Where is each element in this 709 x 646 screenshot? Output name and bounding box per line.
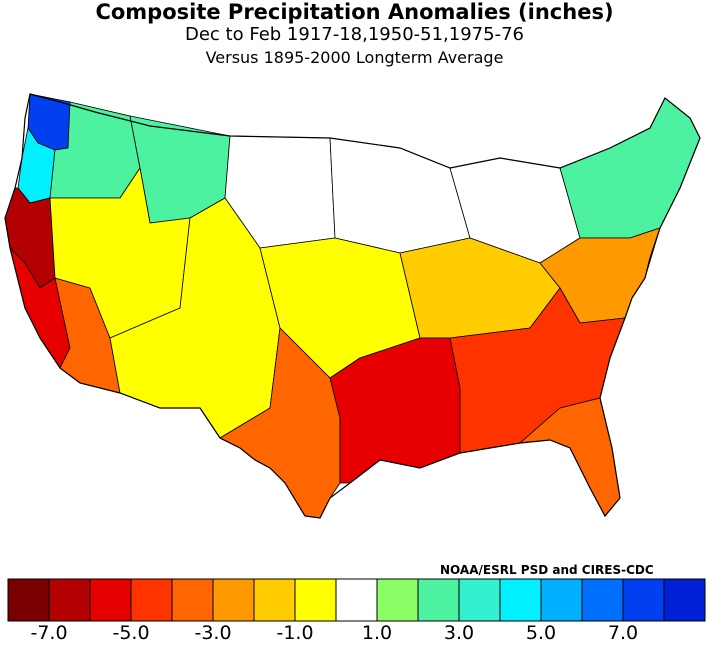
map-title: Composite Precipitation Anomalies (inche…	[95, 0, 614, 24]
color-scale-box	[130, 578, 173, 622]
color-scale-box	[253, 578, 296, 622]
color-scale-box	[212, 578, 255, 622]
color-scale-tick-label: -5.0	[112, 622, 150, 644]
map-subtitle: Dec to Feb 1917-18,1950-51,1975-76	[184, 24, 524, 45]
color-scale-tick-label: 1.0	[361, 622, 393, 644]
us-outline	[4, 93, 701, 519]
color-scale-tick-label: 5.0	[525, 622, 557, 644]
color-scale-box	[581, 578, 624, 622]
color-scale-tick-labels: -7.0 -5.0 -3.0 -1.0 1.0 3.0 5.0 7.0	[0, 622, 709, 646]
color-scale-tick-label: -3.0	[194, 622, 232, 644]
color-scale-tick-label: 3.0	[443, 622, 475, 644]
color-scale-box	[335, 578, 378, 622]
color-scale-tick-label: 7.0	[607, 622, 639, 644]
color-scale-box	[89, 578, 132, 622]
color-scale-box	[458, 578, 501, 622]
color-scale-box	[7, 578, 50, 622]
color-scale-box	[48, 578, 91, 622]
color-scale-box	[171, 578, 214, 622]
color-scale-box	[622, 578, 665, 622]
color-scale-box	[663, 578, 706, 622]
color-scale-legend	[7, 578, 706, 622]
region-upper-midwest	[329, 137, 471, 254]
region-new-england	[559, 97, 701, 239]
color-scale-box	[294, 578, 337, 622]
color-scale-box	[417, 578, 460, 622]
us-climate-division-map	[4, 93, 701, 519]
color-scale-box	[376, 578, 419, 622]
color-scale-tick-label: -1.0	[276, 622, 314, 644]
color-scale-box	[499, 578, 542, 622]
color-scale-tick-label: -7.0	[30, 622, 68, 644]
color-scale-box	[540, 578, 583, 622]
map-reference-period: Versus 1895-2000 Longterm Average	[205, 48, 504, 67]
data-source-credit: NOAA/ESRL PSD and CIRES-CDC	[440, 563, 654, 577]
